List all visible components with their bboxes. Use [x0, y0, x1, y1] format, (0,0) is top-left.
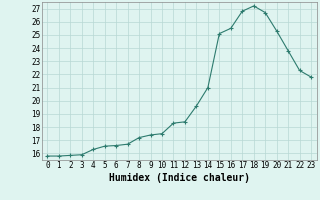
X-axis label: Humidex (Indice chaleur): Humidex (Indice chaleur) — [109, 173, 250, 183]
